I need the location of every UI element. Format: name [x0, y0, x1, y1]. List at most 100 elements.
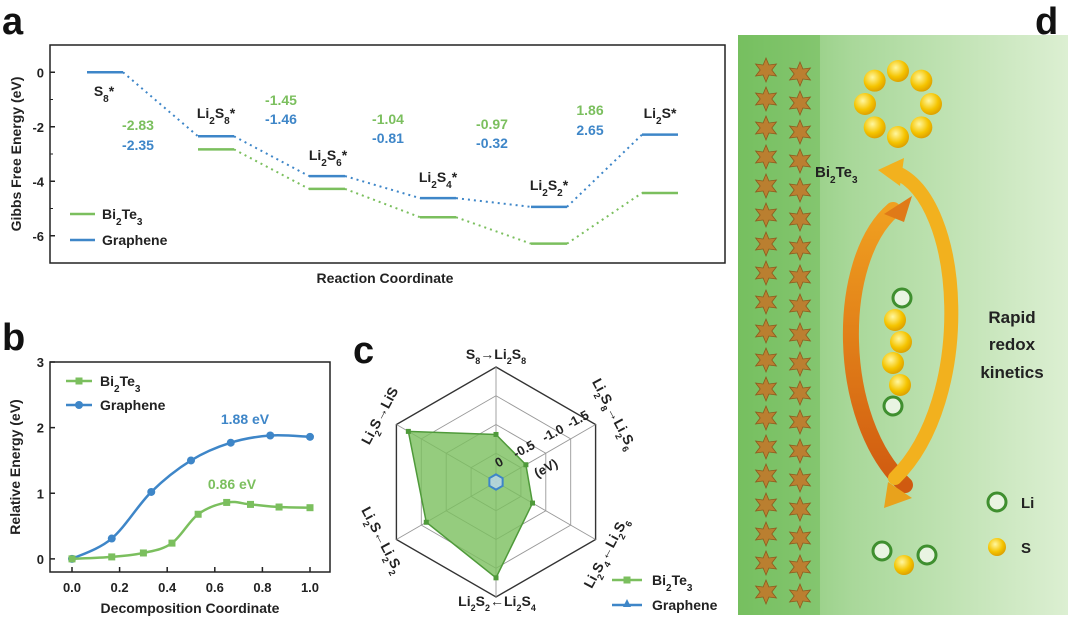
- connector-graphene: [122, 71, 199, 138]
- crystal-star: [754, 201, 778, 229]
- redox-arrow-right: [888, 165, 959, 485]
- decomposition-curves-b: [68, 431, 314, 563]
- redox-arrowhead-left: [884, 196, 912, 222]
- species-label: Li2S4*: [419, 169, 458, 191]
- point-bi2te3: [306, 504, 314, 512]
- s-atom: [863, 69, 886, 92]
- crystal-star: [754, 85, 778, 113]
- radar-scale-label: -1.0: [539, 421, 566, 445]
- species-label: S8*: [94, 83, 115, 105]
- energy-profile-a: [87, 71, 678, 245]
- step-label-graphene: -1.46: [265, 111, 297, 127]
- radar-chart-c: [395, 366, 597, 598]
- point-bi2te3: [168, 539, 176, 547]
- point-graphene: [107, 534, 116, 543]
- crystal-star: [754, 172, 778, 200]
- schematic-material-label: Bi2Te3: [815, 164, 858, 186]
- s-atom: [920, 93, 942, 115]
- y-tick-label-b: 2: [37, 421, 44, 436]
- connector-bi2te3: [344, 187, 421, 219]
- radar-point-bi2te3: [405, 428, 411, 434]
- redox-arrowhead-bottom: [884, 482, 912, 508]
- curve-bi2te3: [71, 500, 311, 561]
- radar-scale-label: -1.5: [564, 407, 591, 431]
- y-ticks-a: 0 -2 -4 -6: [32, 65, 55, 244]
- crystal-star: [788, 89, 812, 117]
- s-atom: [863, 116, 886, 139]
- step-value-labels-a: -2.83 -1.45 -1.04 -0.97 1.86 -2.35 -1.46 -0.81 -…: [122, 92, 604, 153]
- annotation-graphene-peak: 1.88 eV: [221, 411, 270, 427]
- crystal-star: [788, 408, 812, 436]
- crystal-star: [788, 205, 812, 233]
- crystal-star: [754, 375, 778, 403]
- radar-point-bi2te3: [493, 575, 499, 581]
- point-graphene: [266, 431, 275, 440]
- crystal-star: [788, 321, 812, 349]
- crystal-star: [754, 520, 778, 548]
- caption-line-3: kinetics: [980, 363, 1043, 382]
- connector-graphene: [233, 135, 310, 177]
- panel-a: a 0 -2 -4 -6 Gibbs Free Energy (eV) Reactio…: [2, 1, 726, 286]
- polysulfide-chain: [882, 287, 913, 417]
- crystal-star: [788, 263, 812, 291]
- y-tick-label-a: -6: [32, 229, 44, 244]
- legend-c-bi2te3: Bi2Te3: [652, 572, 693, 594]
- legend-c-graphene: Graphene: [652, 597, 718, 613]
- s-atom: [910, 69, 933, 92]
- legend-s-label: S: [1021, 540, 1031, 557]
- axis-label-s8-li2s8: S8→Li2S8: [466, 346, 526, 366]
- point-graphene: [187, 456, 195, 465]
- y-tick-label-a: 0: [37, 65, 44, 80]
- crystal-star: [754, 491, 778, 519]
- step-label-bi2te3: -1.04: [372, 111, 404, 127]
- x-tick-label-b: 0.2: [111, 580, 129, 595]
- step-label-bi2te3: -0.97: [476, 116, 508, 132]
- s-atom: [894, 555, 914, 575]
- legend-a-bi2te3: Bi2Te3: [102, 206, 143, 228]
- panel-label-d: d: [1035, 1, 1058, 43]
- crystal-star: [754, 578, 778, 606]
- radar-point-bi2te3: [523, 462, 529, 468]
- s-atom: [887, 60, 909, 82]
- li2s-product: [871, 540, 938, 575]
- x-tick-label-b: 0.8: [253, 580, 271, 595]
- axis-label-li2s8-li2s6: Li2S8→Li2S6: [586, 376, 640, 454]
- annotation-bi2te3-peak: 0.86 eV: [208, 476, 257, 492]
- point-bi2te3: [68, 555, 76, 563]
- radar-area-graphene: [488, 473, 504, 491]
- x-tick-label-b: 0.0: [63, 580, 81, 595]
- x-tick-label-b: 1.0: [301, 580, 319, 595]
- li-atom: [882, 395, 904, 417]
- crystal-star: [788, 60, 812, 88]
- species-label: Li2S*: [644, 105, 677, 127]
- crystal-star: [754, 346, 778, 374]
- x-tick-label-b: 0.6: [206, 580, 224, 595]
- li-atom-icon: [986, 491, 1008, 513]
- li-atom: [916, 544, 938, 566]
- crystal-star: [788, 118, 812, 146]
- panel-c: c S8→Li2S8 Li2S8→Li2S6 Li2S4←Li2S6 Li2S2…: [353, 330, 718, 613]
- crystal-star: [788, 379, 812, 407]
- bi2te3-layer: [738, 35, 820, 615]
- step-label-bi2te3: -2.83: [122, 117, 154, 133]
- plot-frame-a: [49, 44, 726, 264]
- redox-arrow-left: [842, 202, 913, 493]
- x-axis-title-a: Reaction Coordinate: [317, 270, 454, 286]
- crystal-star: [754, 230, 778, 258]
- connector-bi2te3: [233, 148, 310, 190]
- axis-label-li2s-lis: Li2S→LiS: [358, 384, 405, 449]
- legend-b-bi2te3: Bi2Te3: [100, 373, 141, 395]
- li-atom: [891, 287, 913, 309]
- point-bi2te3: [223, 498, 231, 506]
- legend-c: Bi2Te3 Graphene: [612, 572, 718, 613]
- crystal-star: [788, 466, 812, 494]
- plot-frame-b: [49, 361, 331, 573]
- y-tick-label-a: -2: [32, 120, 44, 135]
- crystal-star: [788, 524, 812, 552]
- connector-graphene: [344, 175, 421, 200]
- caption-line-2: redox: [989, 335, 1036, 354]
- point-bi2te3: [108, 553, 116, 561]
- s-atom: [884, 309, 906, 331]
- radar-point-bi2te3: [493, 431, 499, 437]
